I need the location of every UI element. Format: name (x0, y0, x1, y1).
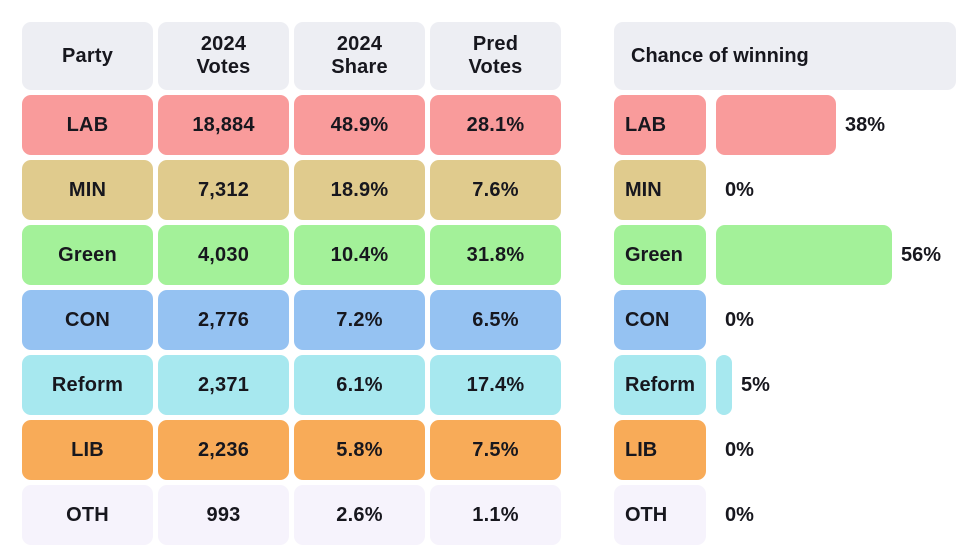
pred-votes-cell: 1.1% (430, 485, 561, 545)
votes-2024-cell: 4,030 (158, 225, 289, 285)
chance-percent-label: 5% (741, 373, 770, 396)
chance-of-winning-panel: Chance of winning LAB 38% MIN 0% Green 5… (614, 22, 974, 550)
party-name-cell: MIN (22, 160, 153, 220)
chance-party-label: Reform (614, 355, 706, 415)
chance-percent-label: 0% (725, 308, 754, 331)
chance-row: MIN 0% (614, 160, 974, 220)
column-header-2024-share: 2024 Share (294, 22, 425, 90)
pred-votes-cell: 17.4% (430, 355, 561, 415)
votes-2024-cell: 18,884 (158, 95, 289, 155)
chance-party-label: LIB (614, 420, 706, 480)
pred-votes-cell: 7.5% (430, 420, 561, 480)
party-name-cell: CON (22, 290, 153, 350)
share-2024-cell: 6.1% (294, 355, 425, 415)
share-2024-cell: 18.9% (294, 160, 425, 220)
chance-row: CON 0% (614, 290, 974, 350)
chance-party-label: Green (614, 225, 706, 285)
votes-2024-cell: 993 (158, 485, 289, 545)
chance-party-label: LAB (614, 95, 706, 155)
chance-bar (716, 225, 892, 285)
pred-votes-cell: 31.8% (430, 225, 561, 285)
column-header-2024-votes: 2024 Votes (158, 22, 289, 90)
column-header-party: Party (22, 22, 153, 90)
chance-row: Reform 5% (614, 355, 974, 415)
share-2024-cell: 48.9% (294, 95, 425, 155)
votes-2024-cell: 7,312 (158, 160, 289, 220)
results-table: Party 2024 Votes 2024 Share Pred Votes L… (22, 22, 561, 545)
share-2024-cell: 7.2% (294, 290, 425, 350)
party-name-cell: OTH (22, 485, 153, 545)
votes-2024-cell: 2,236 (158, 420, 289, 480)
chance-percent-label: 0% (725, 178, 754, 201)
chance-party-label: MIN (614, 160, 706, 220)
party-name-cell: LIB (22, 420, 153, 480)
share-2024-cell: 2.6% (294, 485, 425, 545)
share-2024-cell: 5.8% (294, 420, 425, 480)
share-2024-cell: 10.4% (294, 225, 425, 285)
chance-party-label: OTH (614, 485, 706, 545)
chance-bar (716, 95, 836, 155)
chance-row: LIB 0% (614, 420, 974, 480)
party-name-cell: Reform (22, 355, 153, 415)
chance-row: LAB 38% (614, 95, 974, 155)
party-name-cell: LAB (22, 95, 153, 155)
chance-row: Green 56% (614, 225, 974, 285)
votes-2024-cell: 2,371 (158, 355, 289, 415)
pred-votes-cell: 7.6% (430, 160, 561, 220)
votes-2024-cell: 2,776 (158, 290, 289, 350)
chance-percent-label: 0% (725, 503, 754, 526)
party-name-cell: Green (22, 225, 153, 285)
chance-percent-label: 38% (845, 113, 886, 136)
chance-percent-label: 0% (725, 438, 754, 461)
pred-votes-cell: 6.5% (430, 290, 561, 350)
pred-votes-cell: 28.1% (430, 95, 561, 155)
chance-party-label: CON (614, 290, 706, 350)
column-header-pred-votes: Pred Votes (430, 22, 561, 90)
chance-percent-label: 56% (901, 243, 942, 266)
chance-row: OTH 0% (614, 485, 974, 545)
chance-panel-title: Chance of winning (614, 22, 956, 90)
chance-bar (716, 355, 732, 415)
